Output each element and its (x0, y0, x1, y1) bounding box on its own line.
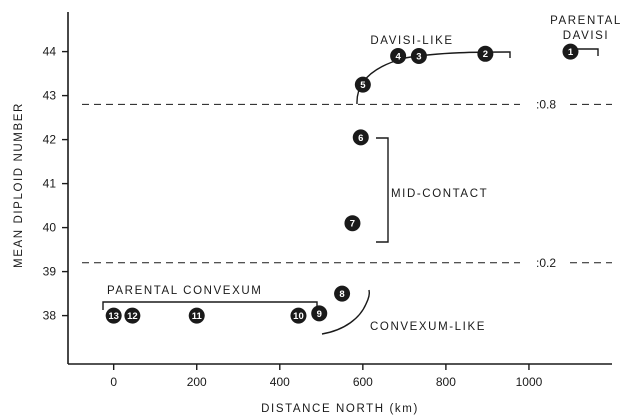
data-point (188, 307, 205, 324)
data-point (352, 129, 369, 146)
x-axis-title: DISTANCE NORTH (km) (261, 403, 419, 415)
group-label-davisi-like: DAVISI-LIKE (370, 35, 453, 47)
convexum-like-curve (321, 289, 371, 335)
x-tick-label: 400 (270, 375, 290, 389)
data-point-label: 10 (293, 311, 304, 322)
mid-contact-bracket (376, 137, 389, 243)
x-tick-label: 800 (436, 375, 456, 389)
x-tick-label: 0 (110, 375, 117, 389)
data-point (390, 48, 407, 64)
data-point-label: 3 (416, 51, 421, 62)
data-point-label: 13 (108, 311, 119, 322)
data-point (334, 285, 351, 302)
group-label-parental-davisi-1: PARENTAL (550, 15, 621, 27)
data-point-label: 7 (350, 219, 355, 230)
data-point-label: 5 (360, 80, 366, 91)
x-tick-label: 200 (187, 375, 207, 389)
y-tick-label: 41 (43, 177, 57, 191)
threshold-label: :0.2 (536, 256, 556, 270)
group-label-parental-davisi-2: DAVISI (563, 30, 609, 42)
threshold-label: :0.8 (536, 97, 556, 111)
data-point-label: 2 (483, 49, 488, 60)
x-ticks: 0 200 400 600 800 1000 (110, 364, 543, 389)
data-point-label: 12 (127, 311, 138, 322)
x-tick-label: 1000 (516, 375, 543, 389)
y-tick-label: 40 (43, 221, 57, 235)
threshold-lines: :0.8 :0.2 (82, 97, 612, 270)
group-label-convexum-like: CONVEXUM-LIKE (370, 321, 486, 333)
data-point-label: 8 (339, 289, 344, 300)
data-point-label: 11 (192, 311, 203, 322)
group-label-mid-contact: MID-CONTACT (391, 188, 488, 200)
data-point (354, 76, 371, 93)
x-tick-label: 600 (353, 375, 373, 389)
data-point (477, 45, 494, 62)
y-axis-title: MEAN DIPLOID NUMBER (13, 102, 25, 268)
y-ticks: 38 39 40 41 42 43 44 (43, 45, 68, 323)
data-point-label: 6 (358, 133, 363, 144)
data-point (311, 305, 328, 322)
data-point (290, 307, 307, 324)
data-point (410, 48, 427, 64)
data-point (562, 43, 579, 60)
y-tick-label: 42 (43, 133, 57, 147)
data-point (105, 307, 122, 324)
y-tick-label: 38 (43, 309, 57, 323)
y-tick-label: 44 (43, 45, 57, 59)
y-tick-label: 43 (43, 89, 57, 103)
data-point-label: 1 (568, 47, 574, 58)
data-point-label: 9 (317, 309, 322, 320)
group-label-parental-convexum: PARENTAL CONVEXUM (107, 285, 262, 297)
data-point-label: 4 (395, 51, 401, 62)
y-tick-label: 39 (43, 265, 57, 279)
data-point (344, 215, 361, 232)
data-point (124, 307, 141, 324)
